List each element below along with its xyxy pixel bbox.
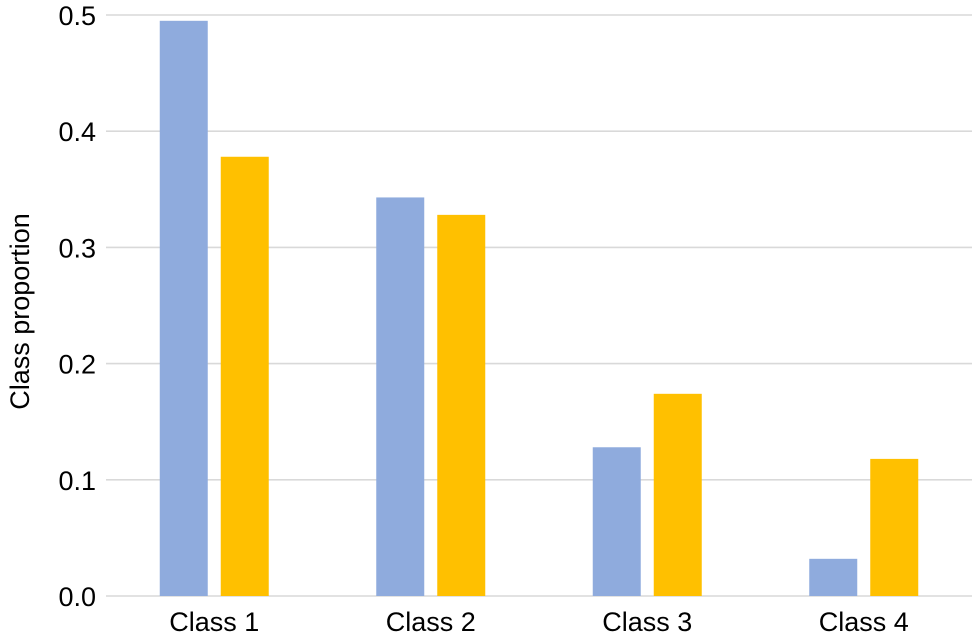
bar-class-1-series-2	[220, 156, 269, 596]
bar-class-4-series-1	[809, 558, 858, 596]
x-tick-label: Class 4	[819, 607, 909, 635]
y-tick-label: 0.4	[58, 117, 96, 147]
x-axis-ticks: Class 1 Class 2 Class 3 Class 4	[169, 607, 909, 635]
x-tick-label: Class 1	[169, 607, 259, 635]
bar-class-1-series-1	[159, 20, 208, 597]
y-tick-label: 0.3	[58, 233, 96, 263]
y-axis-ticks: 0.0 0.1 0.2 0.3 0.4 0.5	[58, 1, 96, 612]
bar-class-3-series-1	[592, 447, 641, 596]
y-tick-label: 0.1	[58, 466, 96, 496]
bar-class-4-series-2	[870, 458, 919, 596]
bar-class-2-series-1	[376, 197, 425, 596]
bar-class-3-series-2	[653, 393, 702, 596]
y-axis-title: Class proportion	[5, 213, 35, 410]
y-tick-label: 0.0	[58, 582, 96, 612]
bars	[159, 20, 919, 597]
x-tick-label: Class 3	[602, 607, 692, 635]
x-tick-label: Class 2	[386, 607, 476, 635]
y-tick-label: 0.5	[58, 1, 96, 31]
bar-class-2-series-2	[437, 214, 486, 596]
y-tick-label: 0.2	[58, 350, 96, 380]
